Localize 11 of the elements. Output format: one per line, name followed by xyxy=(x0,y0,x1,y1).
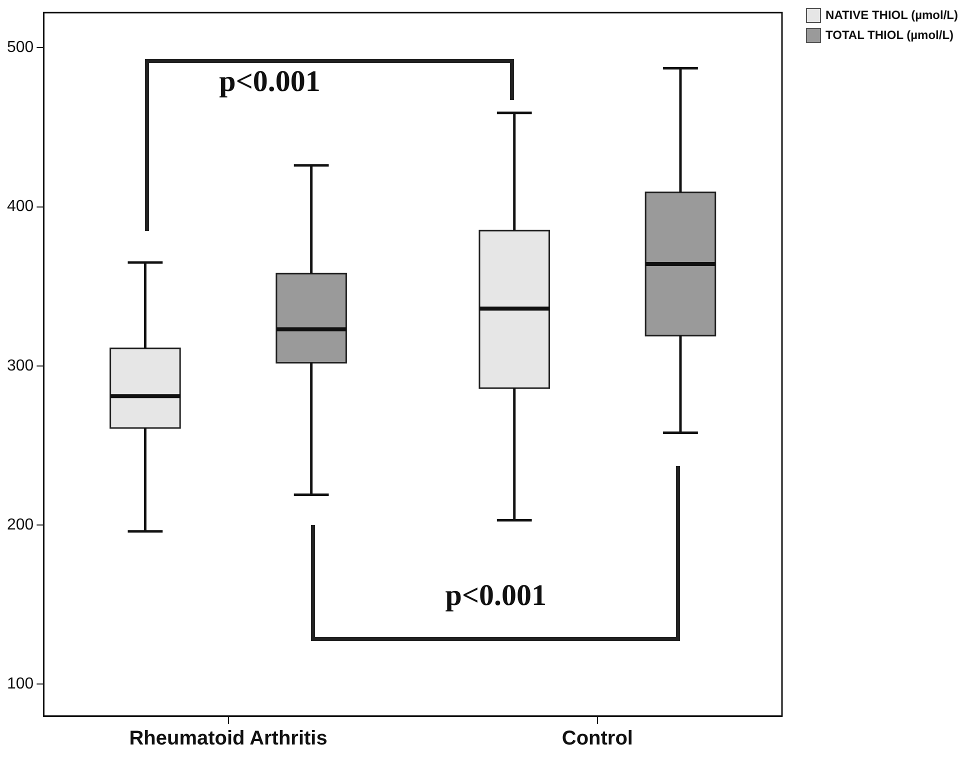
y-tick-label: 300 xyxy=(6,357,34,374)
annotation: p<0.001 xyxy=(445,578,547,613)
legend-label: NATIVE THIOL (µmol/L) xyxy=(826,8,958,22)
y-tick-label: 200 xyxy=(6,516,34,534)
y-tick-label: 500 xyxy=(6,39,34,56)
y-tick-label: 100 xyxy=(6,676,34,693)
x-tick-label: Control xyxy=(562,728,633,750)
x-tick-label: Rheumatoid Arthritis xyxy=(129,728,328,750)
legend-label: TOTAL THIOL (µmol/L) xyxy=(826,28,954,42)
annotation: p<0.001 xyxy=(219,64,320,99)
y-tick-label: 400 xyxy=(6,198,34,216)
